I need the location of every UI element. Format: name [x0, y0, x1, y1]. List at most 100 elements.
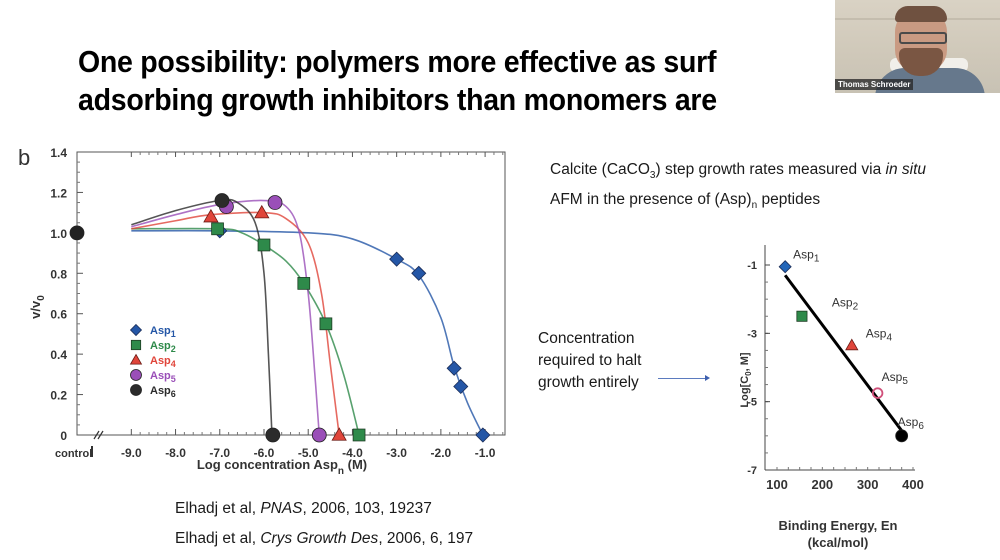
y-tick-label: 0.6 [50, 308, 67, 322]
legend-marker-asp5 [130, 369, 142, 381]
reference-2-authors: Elhadj et al, [175, 530, 261, 547]
video-person-hair [895, 6, 947, 22]
data-point-asp2 [352, 428, 366, 442]
data-point-asp4 [845, 338, 859, 351]
legend-label-main: Asp [150, 340, 171, 352]
reference-1: Elhadj et al, PNAS, 2006, 103, 19237 [175, 500, 432, 518]
x-tick-label: 300 [857, 477, 879, 492]
x-tick-label: -8.0 [165, 446, 186, 460]
x-tick-label: 400 [902, 477, 924, 492]
data-point-asp4 [254, 204, 270, 219]
legend-label-main: Asp [150, 370, 171, 382]
legend-label-asp2: Asp2 [150, 340, 176, 354]
chart1-fit-curves [131, 198, 484, 436]
y-tick-label: -3 [747, 328, 757, 340]
x-tick-label: -5.0 [298, 446, 319, 460]
chart2-axes: -1 -3 -5 -7 100 200 300 400 [747, 245, 924, 492]
legend-marker-asp4 [129, 353, 143, 365]
reference-2-details: , 2006, 6, 197 [378, 530, 474, 547]
participant-name-label: Thomas Schroeder [835, 79, 914, 90]
legend-marker-asp2 [130, 339, 142, 351]
x-axis-label-main: Log concentration Asp [197, 457, 338, 472]
annotation-note: Concentration required to halt growth en… [538, 328, 641, 394]
caption-sub-1: 3 [649, 170, 656, 182]
caption-text-2: ) step growth rates measured via [655, 161, 886, 178]
point-label-main: Asp [898, 415, 919, 429]
annotation-arrow-icon [658, 375, 710, 381]
legend-label-sub: 6 [171, 389, 176, 399]
y-tick-label: 0.2 [50, 389, 67, 403]
linear-fit-line [783, 274, 903, 432]
legend-label-asp1: Asp1 [150, 325, 176, 339]
chart1-data-points [69, 193, 491, 443]
data-point-asp4 [203, 208, 219, 223]
fit-curve-asp1 [131, 229, 484, 436]
data-point-asp1 [389, 251, 405, 267]
control-tick-label: control [55, 448, 92, 460]
reference-1-journal: PNAS [260, 500, 303, 517]
point-label-sub: 2 [853, 301, 859, 312]
point-label-main: Asp [793, 248, 814, 262]
point-label-asp2: Asp2 [832, 295, 859, 312]
y-axis-label-tail: , M] [739, 352, 751, 371]
data-point-asp4 [331, 427, 347, 441]
slide-title-line-2: adsorbing growth inhibitors than monomer… [78, 82, 717, 117]
legend-marker-asp1 [129, 323, 143, 337]
y-axis-label-sub: 0 [36, 295, 47, 301]
legend-label-asp5: Asp5 [150, 370, 176, 384]
x-tick-label: -7.0 [209, 446, 230, 460]
video-person-glasses [899, 32, 947, 44]
y-tick-label: 1.2 [50, 186, 67, 200]
legend-marker-asp6 [130, 384, 142, 396]
point-label-main: Asp [866, 326, 887, 340]
fit-curve-asp6 [131, 198, 273, 436]
data-point-asp5 [871, 387, 884, 399]
caption-sub-2: n [751, 200, 758, 212]
data-point-asp2 [211, 222, 224, 236]
y-tick-label: -7 [747, 465, 757, 477]
reference-1-authors: Elhadj et al, [175, 500, 261, 517]
slide-title-line-1: One possibility: polymers more effective… [78, 44, 717, 79]
point-label-asp6: Asp6 [898, 415, 925, 432]
point-label-sub: 4 [886, 332, 892, 343]
growth-rate-chart: b 0 0.2 0.4 0.6 0.8 1.0 1.2 1.4 -9.0 -8.0 -7.0 -6.0… [18, 145, 506, 477]
axis-break-mark [97, 430, 104, 440]
x-tick-label: -2.0 [431, 446, 452, 460]
point-label-main: Asp [832, 295, 853, 309]
data-point-asp1 [411, 265, 427, 281]
caption-italic: in situ [885, 161, 927, 178]
reference-2-journal: Crys Growth Des [260, 530, 379, 547]
y-axis-label-sub: 0 [744, 371, 753, 376]
data-point-asp6 [214, 193, 230, 208]
y-tick-label: -5 [747, 397, 757, 409]
point-label-sub: 1 [814, 254, 820, 265]
reference-2: Elhadj et al, Crys Growth Des, 2006, 6, … [175, 530, 473, 548]
note-line-2: required to halt [538, 352, 642, 369]
note-line-1: Concentration [538, 330, 635, 347]
legend-label-sub: 1 [171, 329, 176, 339]
y-tick-label: 1.0 [50, 227, 67, 241]
y-axis-label: v/v0 [28, 295, 47, 319]
point-label-main: Asp [882, 370, 903, 384]
data-point-asp1 [778, 260, 792, 274]
point-label-sub: 5 [902, 376, 908, 387]
participant-video-tile[interactable]: Thomas Schroeder [835, 0, 1000, 93]
control-point [69, 225, 85, 241]
y-axis-label: Log[C0, M] [739, 352, 753, 407]
y-tick-label: 0.8 [50, 267, 67, 281]
caption-text-3: AFM in the presence of (Asp) [550, 191, 752, 209]
legend-label-main: Asp [150, 385, 171, 397]
x-tick-label: -6.0 [254, 446, 275, 460]
data-point-asp1 [453, 378, 469, 395]
chart2-fit-line [783, 274, 903, 432]
x-axis-label-sub: n [338, 466, 344, 477]
point-label-asp1: Asp1 [793, 248, 820, 265]
legend-label-sub: 4 [171, 359, 176, 369]
caption-text-4: peptides [757, 191, 821, 209]
x-tick-label: 100 [766, 477, 788, 492]
x-tick-label: -4.0 [342, 446, 363, 460]
data-point-asp5 [267, 195, 283, 210]
